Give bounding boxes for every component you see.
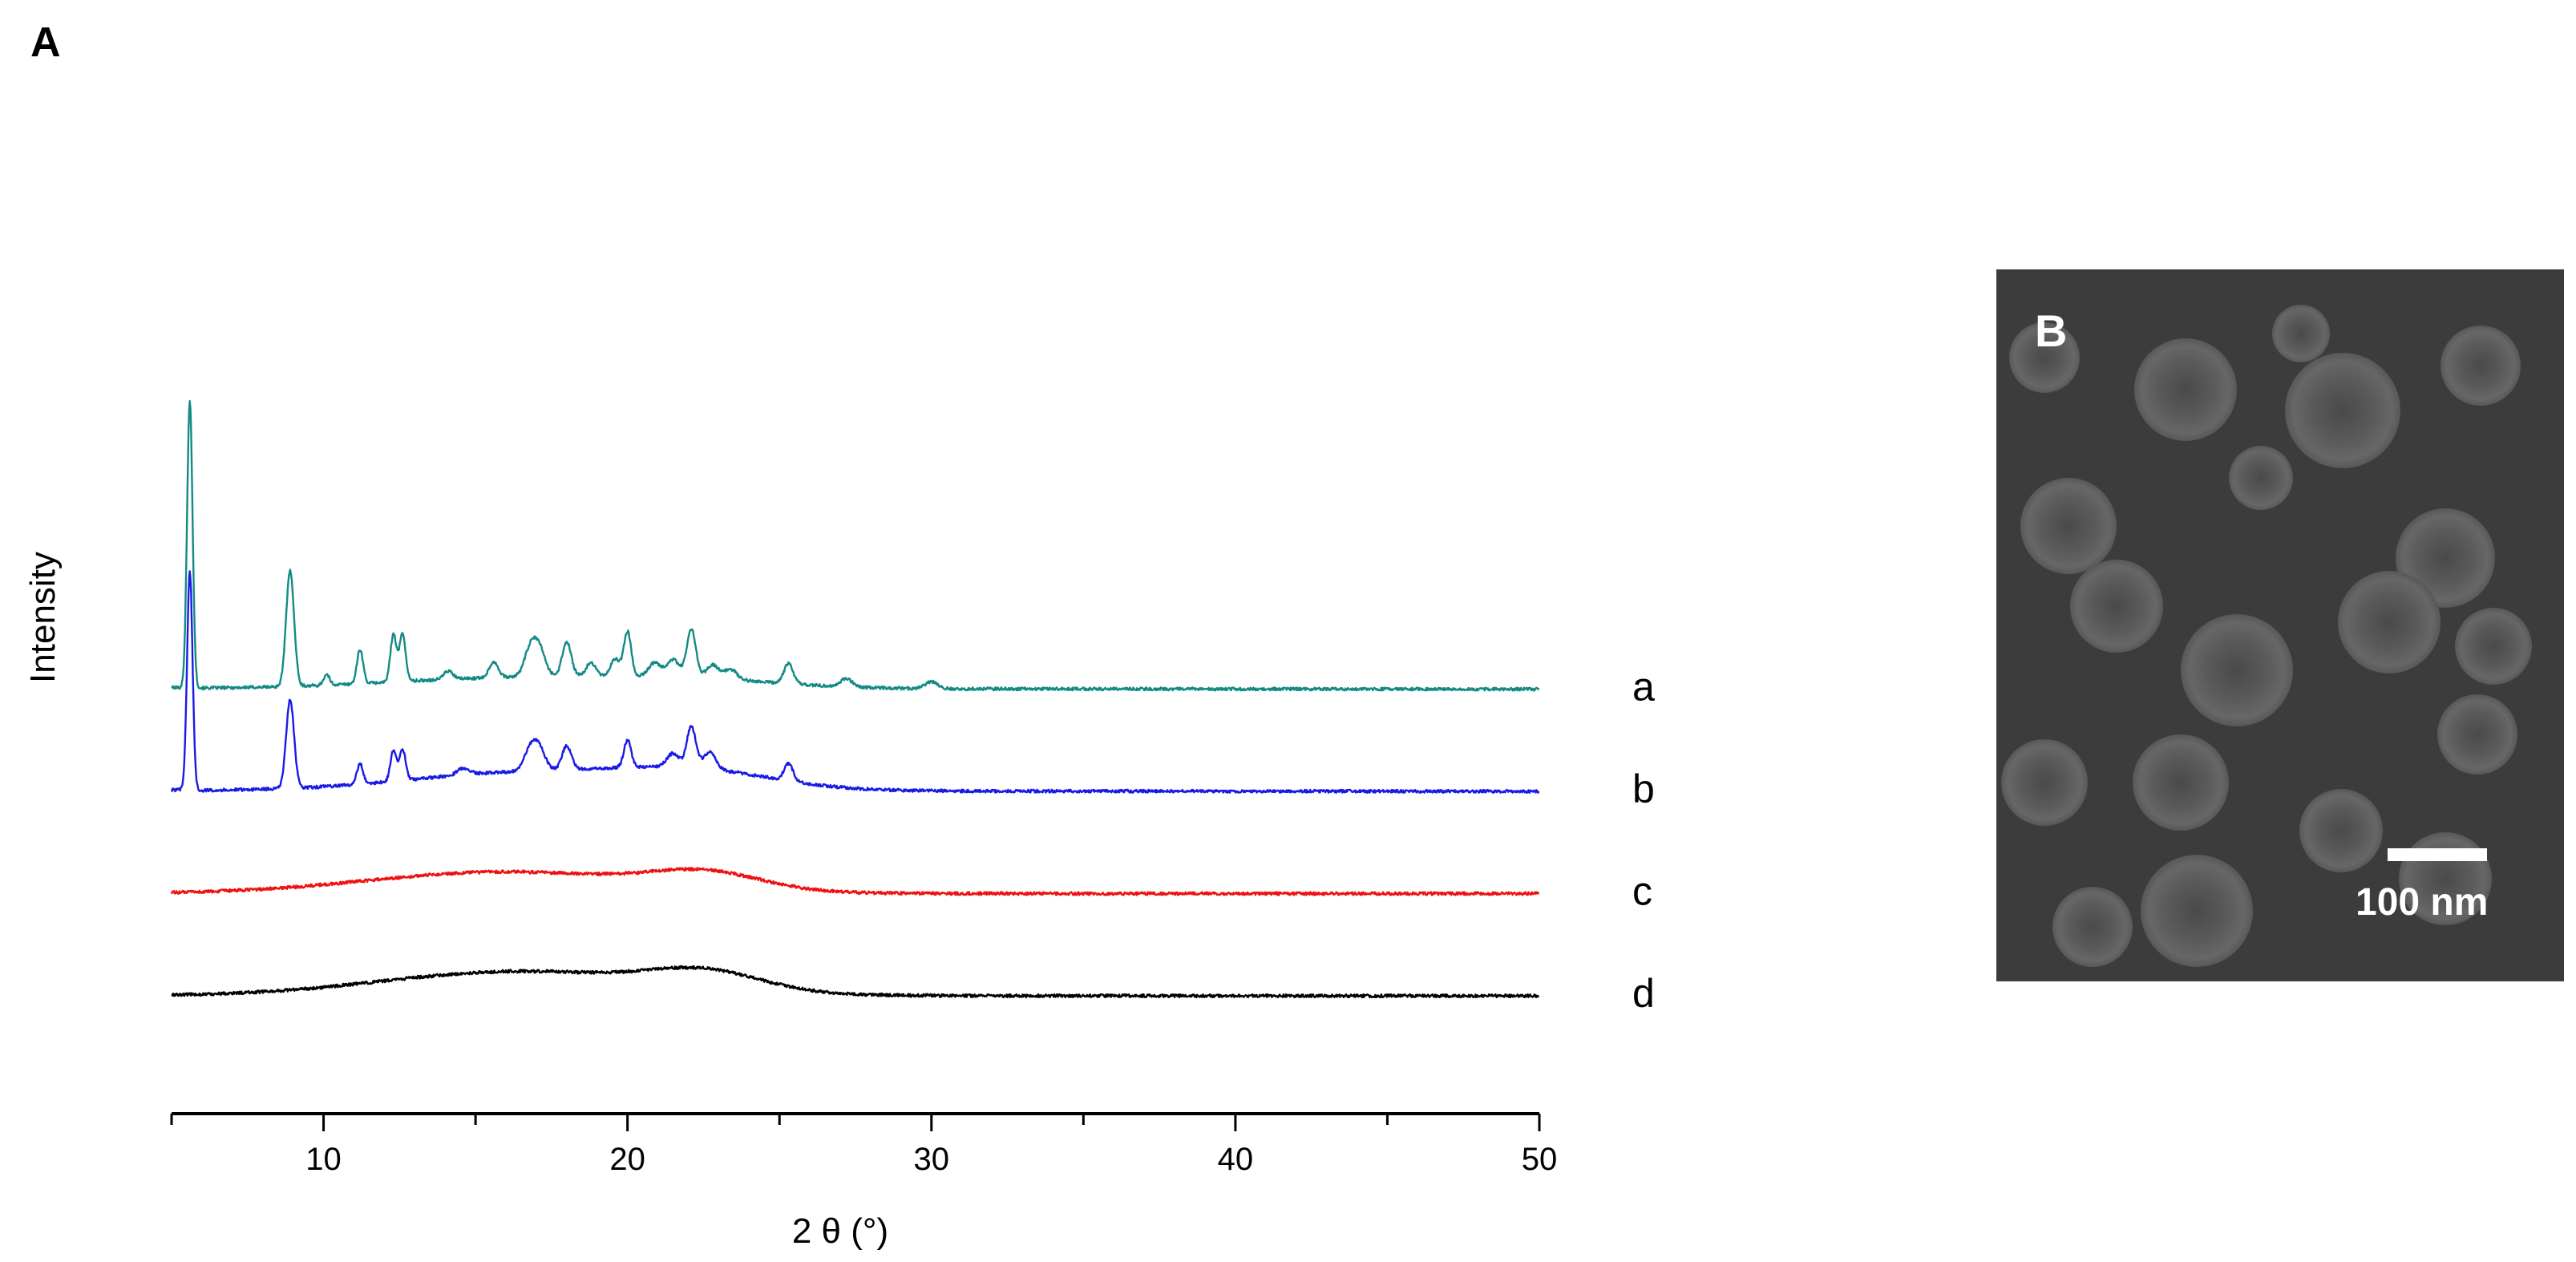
particle — [2399, 832, 2492, 925]
x-tick-label: 40 — [1218, 1142, 1254, 1177]
panel-letter-a: A — [30, 19, 61, 66]
xrd-chart: A a b c d 10 20 30 40 50 2 θ (°) Intensity — [23, 19, 1655, 1251]
particle — [2070, 560, 2163, 653]
x-tick-label: 50 — [1522, 1142, 1558, 1177]
tem-image: B 100 nm — [1996, 269, 2564, 981]
series-line-b — [170, 570, 1540, 794]
particle — [2437, 694, 2517, 775]
particle — [2001, 739, 2088, 826]
y-axis-label: Intensity — [23, 552, 63, 683]
particle — [2229, 446, 2293, 510]
particle — [2134, 338, 2237, 441]
scale-bar — [2388, 848, 2487, 861]
particle — [2052, 887, 2133, 967]
particle — [2299, 789, 2383, 872]
series-letter-d: d — [1632, 971, 1655, 1016]
series-letter-b: b — [1632, 767, 1655, 811]
series-letter-c: c — [1632, 869, 1652, 914]
particle — [2272, 305, 2330, 362]
series-line-d — [171, 965, 1540, 999]
series-letter-a: a — [1632, 665, 1655, 710]
particle — [2441, 326, 2521, 406]
x-tick-label: 30 — [914, 1142, 950, 1177]
x-tick-label: 20 — [609, 1142, 645, 1177]
particle — [2338, 571, 2441, 673]
series-line-a — [171, 400, 1540, 692]
x-tick-layer: 10 20 30 40 50 — [170, 1114, 1558, 1177]
scale-bar-label: 100 nm — [2356, 881, 2489, 924]
series-layer — [170, 400, 1540, 999]
particle — [2285, 353, 2400, 468]
x-axis-label: 2 θ (°) — [792, 1211, 888, 1251]
particle — [2181, 614, 2293, 726]
particle — [2009, 322, 2080, 393]
particle — [2455, 608, 2532, 685]
series-line-c — [170, 867, 1540, 896]
panel-letter-b: B — [2035, 305, 2068, 356]
particle — [2020, 478, 2117, 574]
particle — [2141, 855, 2253, 967]
x-tick-label: 10 — [305, 1142, 342, 1177]
series-letter-layer: a b c d — [1632, 665, 1655, 1017]
particle — [2133, 734, 2229, 831]
